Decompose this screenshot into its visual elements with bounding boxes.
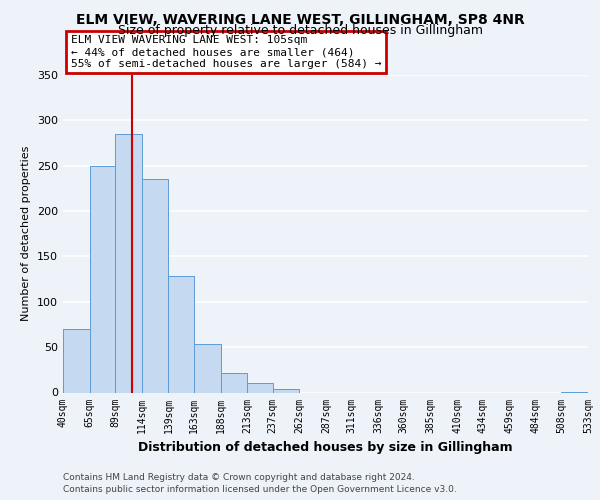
- Bar: [169, 276, 194, 392]
- Bar: [63, 329, 89, 392]
- Text: ELM VIEW, WAVERING LANE WEST, GILLINGHAM, SP8 4NR: ELM VIEW, WAVERING LANE WEST, GILLINGHAM…: [76, 12, 524, 26]
- Text: ELM VIEW WAVERING LANE WEST: 105sqm
← 44% of detached houses are smaller (464)
5: ELM VIEW WAVERING LANE WEST: 105sqm ← 44…: [71, 36, 382, 68]
- Y-axis label: Number of detached properties: Number of detached properties: [22, 146, 31, 322]
- Text: Size of property relative to detached houses in Gillingham: Size of property relative to detached ho…: [118, 24, 482, 37]
- Bar: [273, 389, 299, 392]
- Bar: [89, 166, 115, 392]
- Bar: [221, 372, 247, 392]
- Bar: [115, 134, 142, 392]
- Bar: [194, 344, 221, 392]
- X-axis label: Distribution of detached houses by size in Gillingham: Distribution of detached houses by size …: [138, 441, 513, 454]
- Bar: [142, 180, 169, 392]
- Text: Contains HM Land Registry data © Crown copyright and database right 2024.: Contains HM Land Registry data © Crown c…: [63, 472, 415, 482]
- Bar: [247, 384, 273, 392]
- Text: Contains public sector information licensed under the Open Government Licence v3: Contains public sector information licen…: [63, 485, 457, 494]
